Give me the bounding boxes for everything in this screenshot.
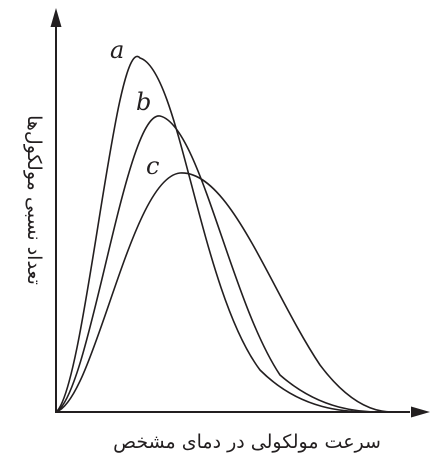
curve-label-b: b — [136, 88, 151, 116]
y-axis — [50, 8, 62, 412]
curve-b — [55, 115, 391, 413]
curve-label-c: c — [146, 152, 159, 180]
y-axis-arrowhead — [50, 8, 62, 27]
curves-group — [55, 55, 393, 413]
x-axis-label: سرعت مولکولی در دمای مشخص — [113, 431, 381, 453]
y-axis-label: تعداد نسبی مولکول‌ها — [23, 115, 45, 285]
curve-a — [55, 55, 381, 413]
x-axis-arrowhead — [411, 406, 430, 418]
curve-label-a: a — [110, 36, 124, 64]
curve-c — [55, 172, 393, 413]
